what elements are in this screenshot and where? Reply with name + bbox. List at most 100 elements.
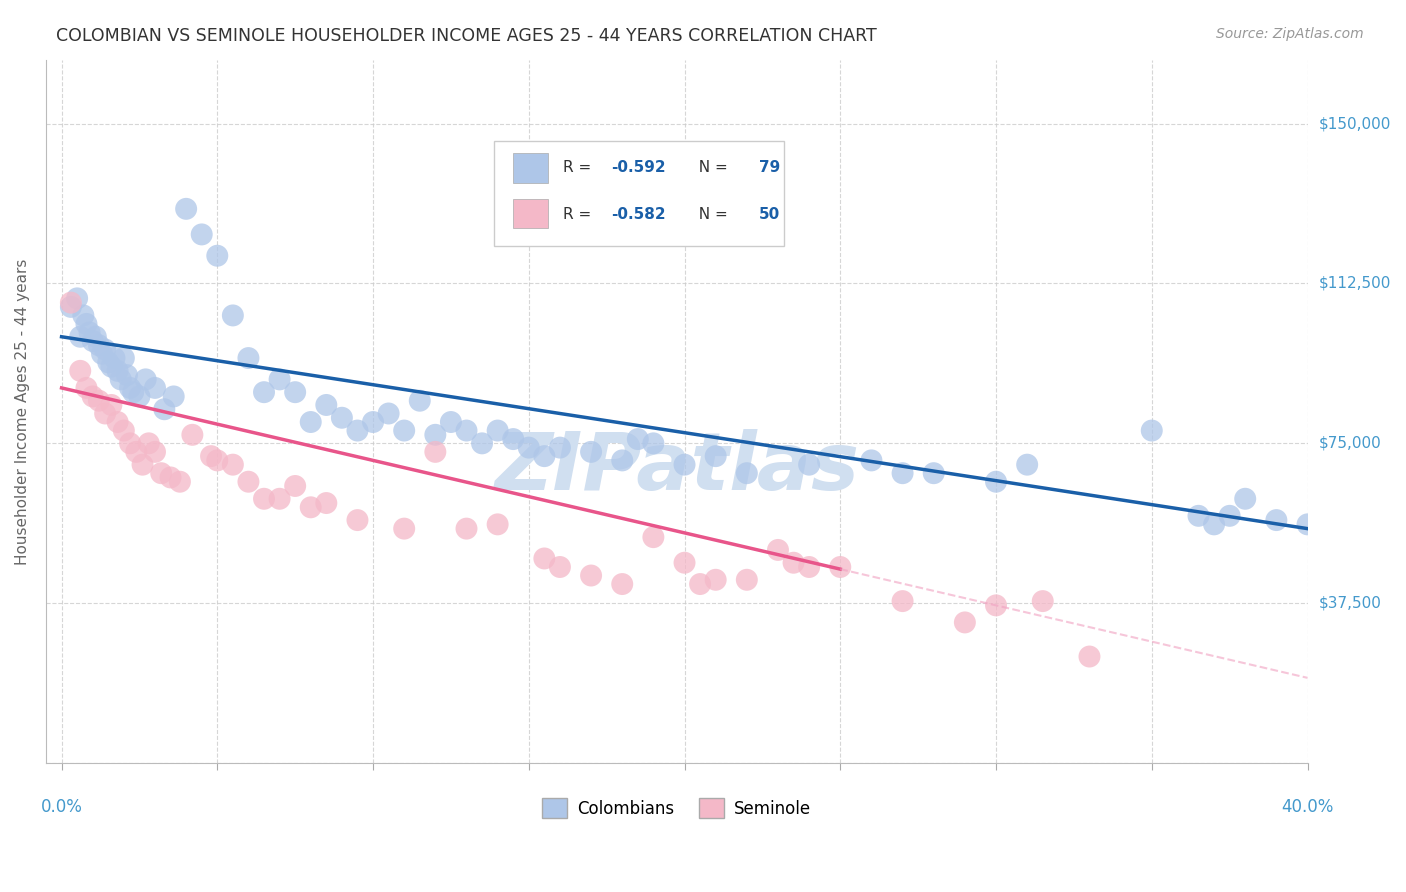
Point — [143, 381, 166, 395]
Point — [107, 415, 129, 429]
Point — [673, 556, 696, 570]
Point — [392, 424, 415, 438]
Point — [346, 513, 368, 527]
Text: R =: R = — [564, 207, 596, 222]
Point — [59, 295, 82, 310]
Text: N =: N = — [689, 207, 733, 222]
Point — [100, 398, 122, 412]
Point — [1017, 458, 1039, 472]
Point — [153, 402, 176, 417]
Text: R =: R = — [564, 161, 596, 176]
Point — [72, 309, 94, 323]
Point — [100, 359, 122, 374]
Point — [128, 389, 150, 403]
Point — [425, 445, 447, 459]
Point — [392, 522, 415, 536]
Point — [673, 458, 696, 472]
Point — [200, 449, 222, 463]
Point — [1265, 513, 1288, 527]
Point — [131, 458, 153, 472]
Point — [222, 309, 245, 323]
Point — [207, 249, 229, 263]
Text: COLOMBIAN VS SEMINOLE HOUSEHOLDER INCOME AGES 25 - 44 YEARS CORRELATION CHART: COLOMBIAN VS SEMINOLE HOUSEHOLDER INCOME… — [56, 27, 877, 45]
Point — [643, 530, 665, 544]
Text: ZIPatlas: ZIPatlas — [495, 429, 859, 507]
Point — [190, 227, 212, 242]
Text: 0.0%: 0.0% — [41, 797, 83, 816]
Point — [377, 407, 399, 421]
Point — [346, 424, 368, 438]
Point — [704, 449, 727, 463]
Point — [59, 300, 82, 314]
Point — [440, 415, 463, 429]
Point — [1202, 517, 1225, 532]
Point — [269, 372, 291, 386]
Point — [94, 343, 117, 357]
Point — [120, 381, 142, 395]
Text: 40.0%: 40.0% — [1281, 797, 1334, 816]
Point — [1365, 543, 1388, 558]
Point — [797, 560, 820, 574]
Point — [891, 466, 914, 480]
Point — [87, 393, 110, 408]
FancyBboxPatch shape — [513, 199, 548, 228]
Point — [253, 491, 276, 506]
Point — [627, 432, 650, 446]
Point — [82, 334, 104, 348]
Point — [891, 594, 914, 608]
Point — [735, 573, 758, 587]
Point — [456, 424, 478, 438]
Point — [238, 475, 260, 489]
Point — [502, 432, 524, 446]
Point — [1389, 556, 1406, 570]
Text: 79: 79 — [759, 161, 780, 176]
Point — [1312, 522, 1334, 536]
Text: -0.592: -0.592 — [612, 161, 666, 176]
FancyBboxPatch shape — [513, 153, 548, 183]
Point — [953, 615, 976, 630]
Point — [66, 291, 89, 305]
Point — [181, 427, 204, 442]
Point — [1358, 539, 1381, 553]
Point — [1296, 517, 1319, 532]
Point — [425, 427, 447, 442]
Point — [315, 398, 337, 412]
Point — [87, 338, 110, 352]
Point — [984, 599, 1007, 613]
Point — [138, 436, 160, 450]
Point — [112, 351, 135, 365]
Point — [1032, 594, 1054, 608]
Point — [112, 424, 135, 438]
Point — [120, 436, 142, 450]
Text: $112,500: $112,500 — [1319, 276, 1391, 291]
Point — [315, 496, 337, 510]
Point — [486, 424, 509, 438]
Point — [79, 326, 101, 340]
Point — [579, 568, 602, 582]
Point — [1384, 551, 1406, 566]
Point — [91, 347, 114, 361]
Point — [766, 543, 789, 558]
Point — [150, 466, 173, 480]
Point — [122, 385, 145, 400]
Point — [830, 560, 852, 574]
Point — [1374, 547, 1396, 561]
Point — [1078, 649, 1101, 664]
Text: $150,000: $150,000 — [1319, 116, 1391, 131]
Point — [125, 445, 148, 459]
Point — [533, 551, 555, 566]
Point — [284, 479, 307, 493]
Point — [643, 436, 665, 450]
Y-axis label: Householder Income Ages 25 - 44 years: Householder Income Ages 25 - 44 years — [15, 258, 30, 565]
Point — [1234, 491, 1257, 506]
Point — [782, 556, 804, 570]
Point — [704, 573, 727, 587]
Point — [299, 500, 322, 515]
Point — [159, 470, 181, 484]
Point — [174, 202, 197, 216]
Point — [69, 330, 91, 344]
Text: -0.582: -0.582 — [612, 207, 666, 222]
Point — [471, 436, 494, 450]
Point — [1140, 424, 1163, 438]
Point — [97, 355, 120, 369]
